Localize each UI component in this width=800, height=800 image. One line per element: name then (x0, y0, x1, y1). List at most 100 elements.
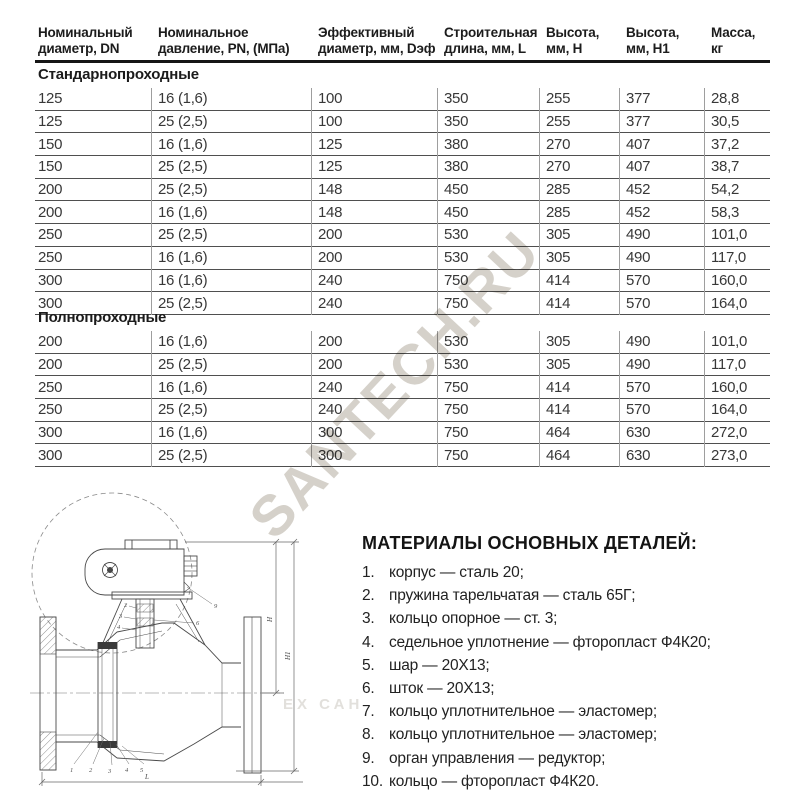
table-cell: 630 (626, 424, 651, 442)
callout-number: 2 (89, 767, 93, 774)
table-cell: 30,5 (711, 113, 739, 131)
materials-list: 1. корпус — сталь 20; 2. пружина тарельчата… (362, 561, 792, 793)
table-cell: 164,0 (711, 294, 748, 312)
table-cell: 750 (444, 401, 469, 419)
column-divider (539, 88, 540, 315)
table-cell: 530 (444, 333, 469, 351)
column-header-h1: Высота, мм, H1 (626, 25, 680, 56)
materials-title: МАТЕРИАЛЫ ОСНОВНЫХ ДЕТАЛЕЙ: (362, 533, 698, 553)
materials-item-text: орган управления — редуктор; (389, 749, 606, 767)
table-cell: 255 (546, 90, 571, 108)
section-label-fullbore: Полнопроходные (38, 309, 167, 326)
table-cell: 160,0 (711, 378, 748, 396)
section-label-standard: Стандарнопроходные (38, 66, 199, 83)
table-cell: 270 (546, 158, 571, 176)
table-cell: 630 (626, 446, 651, 464)
column-divider (704, 88, 705, 315)
materials-item: 3. кольцо опорное — ст. 3; (362, 607, 792, 630)
column-divider (151, 331, 152, 468)
table-cell: 490 (626, 356, 651, 374)
table-cell: 200 (38, 333, 63, 351)
right-flange (243, 616, 262, 774)
table-cell: 414 (546, 378, 571, 396)
table-cell: 300 (318, 446, 343, 464)
table-cell: 200 (318, 249, 343, 267)
table-cell: 750 (444, 271, 469, 289)
table-row: 200 25 (2,5) 200 530 305 490 117,0 (35, 354, 770, 377)
table-cell: 250 (38, 401, 63, 419)
column-divider (437, 88, 438, 315)
dim-label-l: L (144, 773, 149, 781)
materials-item: 9. орган управления — редуктор; (362, 747, 792, 770)
column-header-mass: Масса, кг (711, 25, 756, 56)
materials-item: 10. кольцо — фторопласт Ф4К20. (362, 770, 792, 793)
table-cell: 750 (444, 424, 469, 442)
valve-technical-drawing: 1 2 3 4 5 9 6 2 3 4 (22, 492, 344, 800)
table-cell: 407 (626, 158, 651, 176)
table-cell: 25 (2,5) (158, 113, 208, 131)
table-cell: 25 (2,5) (158, 226, 208, 244)
table-cell: 490 (626, 226, 651, 244)
materials-item-text: шар — 20Х13; (389, 656, 490, 674)
table-cell: 750 (444, 294, 469, 312)
materials-item-number: 8. (362, 726, 375, 744)
table-row: 200 16 (1,6) 148 450 285 452 58,3 (35, 201, 770, 225)
table-cell: 240 (318, 401, 343, 419)
table-row: 125 25 (2,5) 100 350 255 377 30,5 (35, 111, 770, 134)
table-cell: 570 (626, 271, 651, 289)
table-cell: 125 (318, 158, 343, 176)
materials-item: 2. пружина тарельчатая — сталь 65Г; (362, 584, 792, 607)
table-cell: 305 (546, 356, 571, 374)
materials-item: 7. кольцо уплотнительное — эластомер; (362, 700, 792, 723)
materials-item: 4. седельное уплотнение — фторопласт Ф4К2… (362, 631, 792, 654)
column-divider (311, 88, 312, 315)
stem (135, 598, 155, 649)
table-cell: 250 (38, 249, 63, 267)
table-cell: 200 (318, 356, 343, 374)
table-cell: 305 (546, 226, 571, 244)
table-cell: 300 (38, 424, 63, 442)
table-cell: 117,0 (711, 249, 746, 267)
leader-lines (73, 586, 213, 766)
detail-circle (31, 492, 193, 654)
dimension-lines (38, 538, 303, 786)
table-cell: 414 (546, 294, 571, 312)
table-cell: 464 (546, 424, 571, 442)
table-cell: 300 (318, 424, 343, 442)
table-row: 200 16 (1,6) 200 530 305 490 101,0 (35, 331, 770, 354)
materials-item: 5. шар — 20Х13; (362, 654, 792, 677)
table-cell: 200 (38, 203, 63, 221)
table-cell: 750 (444, 446, 469, 464)
table-cell: 16 (1,6) (158, 271, 208, 289)
table-cell: 490 (626, 333, 651, 351)
table-cell: 150 (38, 158, 63, 176)
column-header-h: Высота, мм, H (546, 25, 600, 56)
table-cell: 54,2 (711, 181, 739, 199)
table-row: 250 25 (2,5) 240 750 414 570 164,0 (35, 399, 770, 422)
table-cell: 37,2 (711, 135, 739, 153)
table-cell: 25 (2,5) (158, 294, 208, 312)
materials-item-number: 1. (362, 564, 375, 581)
table-cell: 200 (38, 181, 63, 199)
materials-item-text: седельное уплотнение — фторопласт Ф4К20; (389, 633, 711, 651)
materials-item: 8. кольцо уплотнительное — эластомер; (362, 723, 792, 746)
table-row: 150 16 (1,6) 125 380 270 407 37,2 (35, 133, 770, 157)
table-cell: 490 (626, 249, 651, 267)
table-header: Номинальный диаметр, DN Номинальное давл… (35, 25, 770, 56)
part-callouts: 1 2 3 4 5 9 6 2 3 4 (70, 602, 218, 775)
table-cell: 25 (2,5) (158, 158, 208, 176)
table-cell: 300 (38, 271, 63, 289)
column-divider (619, 331, 620, 468)
table-cell: 300 (38, 446, 63, 464)
mounting-plate (111, 591, 193, 600)
table-row: 250 25 (2,5) 200 530 305 490 101,0 (35, 224, 770, 247)
table-row: 250 16 (1,6) 200 530 305 490 117,0 (35, 247, 770, 270)
table-cell: 450 (444, 181, 469, 199)
table-cell: 16 (1,6) (158, 333, 208, 351)
table-cell: 250 (38, 226, 63, 244)
table-cell: 450 (444, 203, 469, 221)
materials-item-text: кольцо — фторопласт Ф4К20. (389, 772, 599, 790)
table-cell: 407 (626, 135, 651, 153)
table-cell: 200 (318, 333, 343, 351)
